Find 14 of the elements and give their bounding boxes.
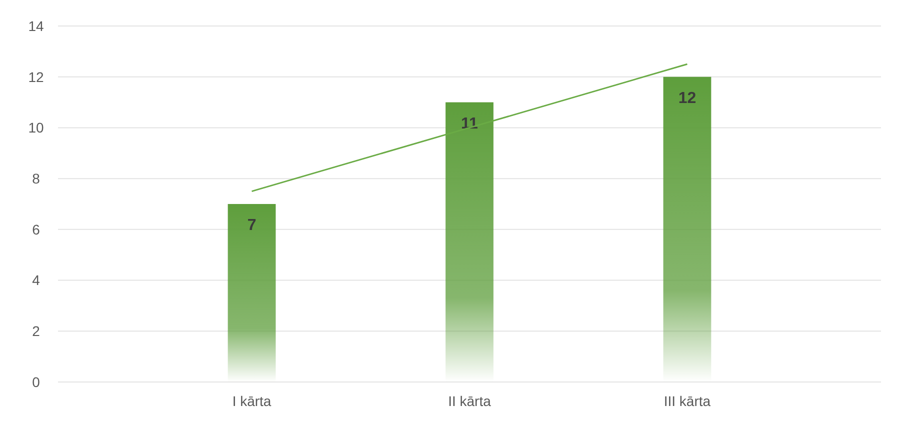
y-tick-label: 12: [28, 68, 44, 85]
y-tick-label: 14: [28, 18, 44, 34]
y-tick-label: 2: [32, 323, 40, 340]
x-tick-label: II kārta: [448, 393, 492, 409]
bar: [228, 204, 276, 382]
data-label: 7: [247, 217, 256, 234]
y-tick-label: 4: [32, 272, 40, 288]
y-tick-label: 8: [32, 170, 40, 186]
x-tick-label: I kārta: [232, 393, 272, 409]
x-tick-label: III kārta: [664, 393, 711, 409]
y-tick-label: 10: [28, 120, 44, 136]
data-label: 12: [678, 90, 696, 107]
y-tick-label: 0: [32, 374, 40, 390]
y-tick-label: 6: [32, 221, 40, 238]
